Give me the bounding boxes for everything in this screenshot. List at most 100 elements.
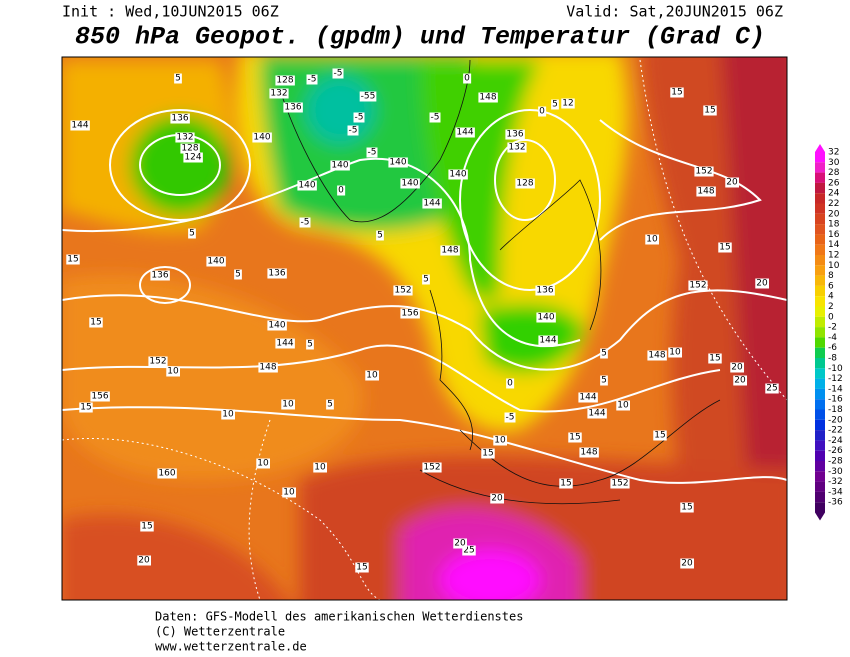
contour-label-box bbox=[688, 280, 708, 291]
legend-label: -22 bbox=[828, 426, 843, 436]
legend-swatch bbox=[815, 255, 825, 266]
contour-label: 25 bbox=[463, 546, 474, 556]
contour-label: 152 bbox=[695, 167, 712, 177]
legend-label: 28 bbox=[828, 168, 840, 178]
contour-label-box bbox=[559, 478, 573, 489]
contour-label: -5 bbox=[334, 69, 343, 79]
contour-label: 160 bbox=[158, 469, 175, 479]
contour-label-box bbox=[765, 383, 779, 394]
contour-label: -5 bbox=[308, 75, 317, 85]
legend-label: -12 bbox=[828, 374, 843, 384]
legend-label: -26 bbox=[828, 446, 843, 456]
contour-label: 144 bbox=[276, 339, 293, 349]
contour-label: 140 bbox=[401, 179, 418, 189]
legend-swatch bbox=[815, 450, 825, 461]
contour-label-box bbox=[493, 435, 507, 446]
contour-label: 10 bbox=[314, 463, 326, 473]
contour-label: 15 bbox=[654, 431, 665, 441]
contour-label-box bbox=[170, 113, 190, 124]
contour-label: 15 bbox=[482, 449, 493, 459]
contour-label: 140 bbox=[207, 257, 224, 267]
legend-swatch bbox=[815, 471, 825, 482]
geopotential-contours bbox=[62, 109, 787, 484]
contour-label: 0 bbox=[539, 107, 545, 117]
contour-label-box bbox=[306, 339, 314, 350]
contour-label-box bbox=[150, 270, 170, 281]
contour-label-box bbox=[252, 132, 272, 143]
legend-label: -10 bbox=[828, 364, 843, 374]
contour-label-box bbox=[365, 370, 379, 381]
contour-label-box bbox=[330, 160, 350, 171]
legend-label: 18 bbox=[828, 220, 840, 230]
contour-label-box bbox=[422, 198, 442, 209]
contour-label: 10 bbox=[617, 401, 629, 411]
legend-swatch bbox=[815, 440, 825, 451]
legend-label: -20 bbox=[828, 415, 843, 425]
legend-swatch bbox=[815, 327, 825, 338]
contour-label: 148 bbox=[648, 351, 665, 361]
legend-swatch bbox=[815, 368, 825, 379]
contour-label-box bbox=[422, 462, 442, 473]
contour-label-box bbox=[429, 112, 441, 123]
legend-label: 12 bbox=[828, 251, 839, 261]
contour-label-box bbox=[587, 408, 607, 419]
contour-label: 140 bbox=[268, 321, 285, 331]
legend-swatch bbox=[815, 388, 825, 400]
contour-label: 10 bbox=[494, 436, 506, 446]
contour-label-box bbox=[183, 152, 203, 163]
legend-swatch bbox=[815, 491, 825, 503]
legend-swatch bbox=[815, 337, 825, 348]
contour-label-box bbox=[166, 366, 180, 377]
contour-label-box bbox=[708, 353, 722, 364]
footer-source: Daten: GFS-Modell des amerikanischen Wet… bbox=[155, 610, 523, 624]
contour-label: -5 bbox=[431, 113, 440, 123]
contour-label-box bbox=[313, 462, 327, 473]
contour-label-box bbox=[140, 521, 154, 532]
contour-label: 15 bbox=[709, 354, 720, 364]
contour-label-box bbox=[347, 125, 359, 136]
contour-label: 136 bbox=[151, 271, 168, 281]
contour-label-box bbox=[400, 178, 420, 189]
contour-label: 15 bbox=[671, 88, 682, 98]
legend-label: -2 bbox=[828, 323, 837, 333]
contour-label-box bbox=[440, 245, 460, 256]
contour-label: 5 bbox=[175, 74, 181, 84]
contour-label: 124 bbox=[184, 153, 201, 163]
contour-label: 140 bbox=[537, 313, 554, 323]
legend-label: 26 bbox=[828, 178, 840, 188]
contour-label-box bbox=[668, 347, 682, 358]
contour-label-box bbox=[653, 430, 667, 441]
contour-label-box bbox=[332, 68, 344, 79]
legend-swatch bbox=[815, 358, 825, 369]
contour-label: 20 bbox=[726, 178, 738, 188]
contour-label: 156 bbox=[91, 392, 108, 402]
contour-label-box bbox=[504, 412, 516, 423]
legend-swatch bbox=[815, 213, 825, 225]
contour-label-box bbox=[355, 562, 369, 573]
contour-label-box bbox=[70, 120, 90, 131]
legend-label: -14 bbox=[828, 384, 843, 394]
contour-label-box bbox=[175, 132, 195, 143]
legend-label: -30 bbox=[828, 467, 843, 477]
legend-label: 24 bbox=[828, 189, 840, 199]
contour-label: 136 bbox=[171, 114, 188, 124]
contour-label: 152 bbox=[423, 463, 440, 473]
contour-label-box bbox=[306, 74, 318, 85]
contour-label-box bbox=[66, 254, 80, 265]
contour-label-box bbox=[647, 350, 667, 361]
valid-time: Valid: Sat,20JUN2015 06Z bbox=[566, 3, 783, 21]
legend-swatch bbox=[815, 152, 825, 163]
contour-label: 10 bbox=[366, 371, 378, 381]
contour-label: 5 bbox=[327, 400, 333, 410]
contour-label-box bbox=[258, 362, 278, 373]
contour-label: 152 bbox=[689, 281, 706, 291]
contour-label-box bbox=[283, 102, 303, 113]
contour-label-box bbox=[551, 99, 559, 110]
contour-label-box bbox=[269, 88, 289, 99]
contour-label: 136 bbox=[506, 130, 523, 140]
legend-swatch bbox=[815, 502, 825, 513]
contour-label: 132 bbox=[176, 133, 193, 143]
contour-label: 128 bbox=[516, 179, 533, 189]
isotherms bbox=[62, 59, 787, 600]
contour-label-box bbox=[463, 73, 472, 84]
